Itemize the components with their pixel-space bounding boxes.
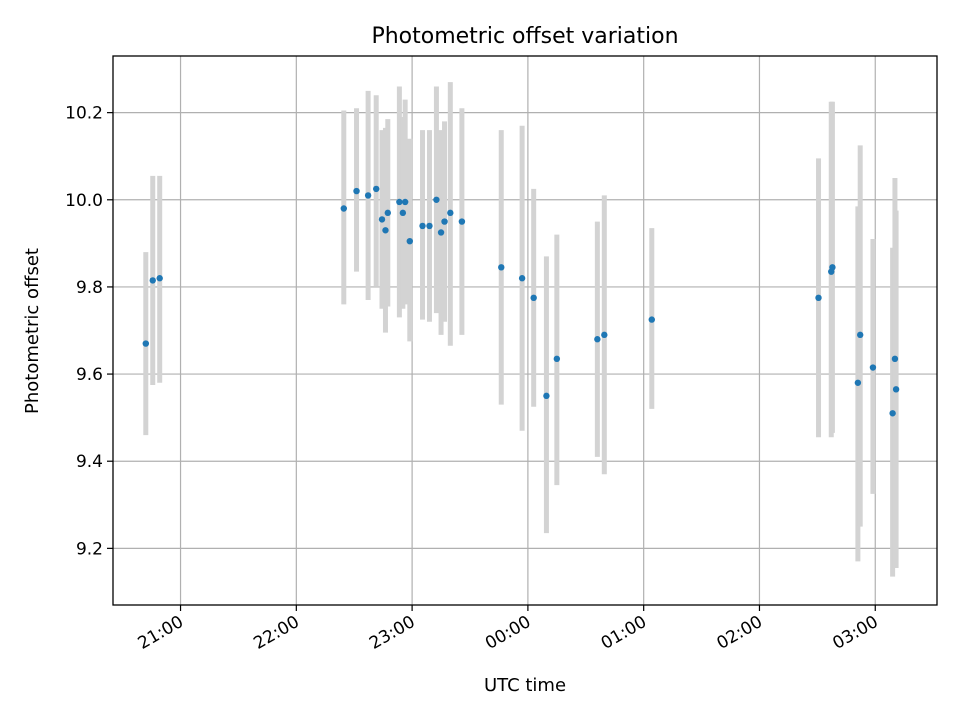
data-point — [142, 340, 150, 347]
data-point — [419, 222, 426, 230]
data-point — [856, 331, 864, 339]
error-bars — [143, 82, 899, 577]
data-point — [382, 227, 389, 234]
y-axis-ticks: 9.2 9.4 9.6 9.8 10.0 10.2 — [65, 104, 113, 559]
data-point — [406, 237, 413, 245]
y-tick-label: 9.4 — [76, 452, 103, 472]
data-point — [854, 379, 862, 386]
x-tick-label: 02:00 — [714, 612, 766, 654]
data-point — [829, 264, 836, 271]
data-point — [441, 218, 448, 225]
x-axis-ticks: 21:00 22:00 23:00 00:00 01:00 02:00 03:00 — [135, 605, 882, 654]
y-axis-label: Photometric offset — [22, 248, 43, 414]
y-tick-label: 10.0 — [65, 191, 103, 211]
data-point — [889, 410, 896, 417]
data-point — [378, 216, 386, 223]
data-point — [364, 192, 372, 199]
data-point — [396, 198, 403, 206]
data-point — [498, 264, 505, 271]
data-point — [149, 277, 156, 284]
data-point — [156, 275, 163, 282]
data-point — [601, 331, 608, 339]
data-point — [815, 294, 822, 302]
chart-title: Photometric offset variation — [371, 24, 678, 49]
data-point — [543, 392, 550, 400]
x-tick-label: 23:00 — [366, 612, 418, 654]
data-point — [530, 294, 537, 302]
data-point — [648, 316, 655, 323]
data-point — [518, 275, 526, 282]
plot-frame — [112, 55, 938, 606]
data-point — [340, 205, 347, 212]
data-point — [447, 209, 454, 217]
data-point — [458, 218, 466, 225]
data-point — [594, 336, 601, 343]
x-axis-label: UTC time — [484, 675, 566, 696]
y-tick-label: 9.8 — [76, 278, 103, 298]
y-tick-label: 10.2 — [65, 104, 103, 124]
data-point — [437, 229, 445, 236]
data-point — [433, 196, 440, 203]
data-point — [869, 364, 877, 371]
x-tick-label: 01:00 — [598, 612, 650, 654]
y-tick-label: 9.2 — [76, 539, 103, 559]
data-point — [553, 355, 561, 363]
x-tick-label: 21:00 — [135, 612, 187, 654]
data-points — [142, 185, 900, 417]
grid-lines — [113, 56, 937, 605]
data-point — [399, 209, 407, 217]
y-tick-label: 9.6 — [76, 365, 103, 385]
data-point — [891, 355, 899, 363]
x-tick-label: 03:00 — [829, 612, 881, 654]
data-point — [426, 222, 433, 230]
data-point — [353, 187, 360, 195]
x-tick-label: 22:00 — [250, 612, 302, 654]
data-point — [401, 198, 409, 206]
x-tick-label: 00:00 — [482, 612, 534, 654]
data-point — [384, 209, 391, 217]
data-point — [892, 386, 900, 393]
data-point — [373, 185, 380, 193]
